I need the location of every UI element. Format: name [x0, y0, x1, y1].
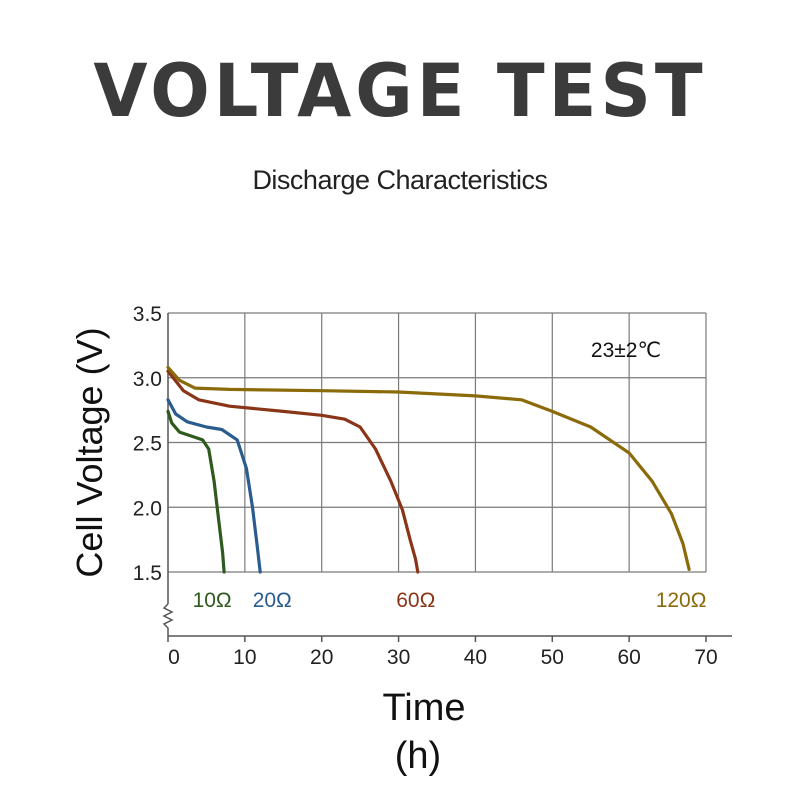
series-label: 120Ω — [656, 589, 707, 612]
x-tick-label: 40 — [464, 646, 487, 669]
y-axis-title: Cell Voltage (V) — [69, 327, 110, 577]
y-tick-label: 3.5 — [133, 303, 162, 326]
series-label: 10Ω — [193, 589, 232, 612]
x-tick-label: 50 — [541, 646, 564, 669]
y-tick-label: 2.0 — [133, 497, 162, 520]
y-tick-label: 2.5 — [133, 433, 162, 456]
x-axis-unit: (h) — [395, 735, 441, 777]
y-tick-label: 1.5 — [133, 562, 162, 585]
axis-break-mark — [162, 603, 174, 636]
series-line — [166, 369, 420, 574]
x-tick-label: 10 — [233, 646, 256, 669]
series-line — [166, 365, 691, 571]
series-label: 20Ω — [253, 589, 292, 612]
chart-subtitle: Discharge Characteristics — [252, 165, 548, 195]
series-line — [166, 398, 262, 574]
x-tick-label: 70 — [694, 646, 717, 669]
x-tick-label: 20 — [310, 646, 333, 669]
series-line — [166, 409, 226, 574]
y-tick-label: 3.0 — [133, 368, 162, 391]
x-tick-label: 30 — [387, 646, 410, 669]
series-label: 60Ω — [396, 589, 435, 612]
x-axis-title: Time — [382, 687, 465, 729]
x-tick-label: 0 — [168, 646, 180, 669]
x-tick-label: 60 — [617, 646, 640, 669]
chart-title: VOLTAGE TEST — [93, 47, 707, 135]
temperature-annotation: 23±2℃ — [591, 339, 661, 362]
